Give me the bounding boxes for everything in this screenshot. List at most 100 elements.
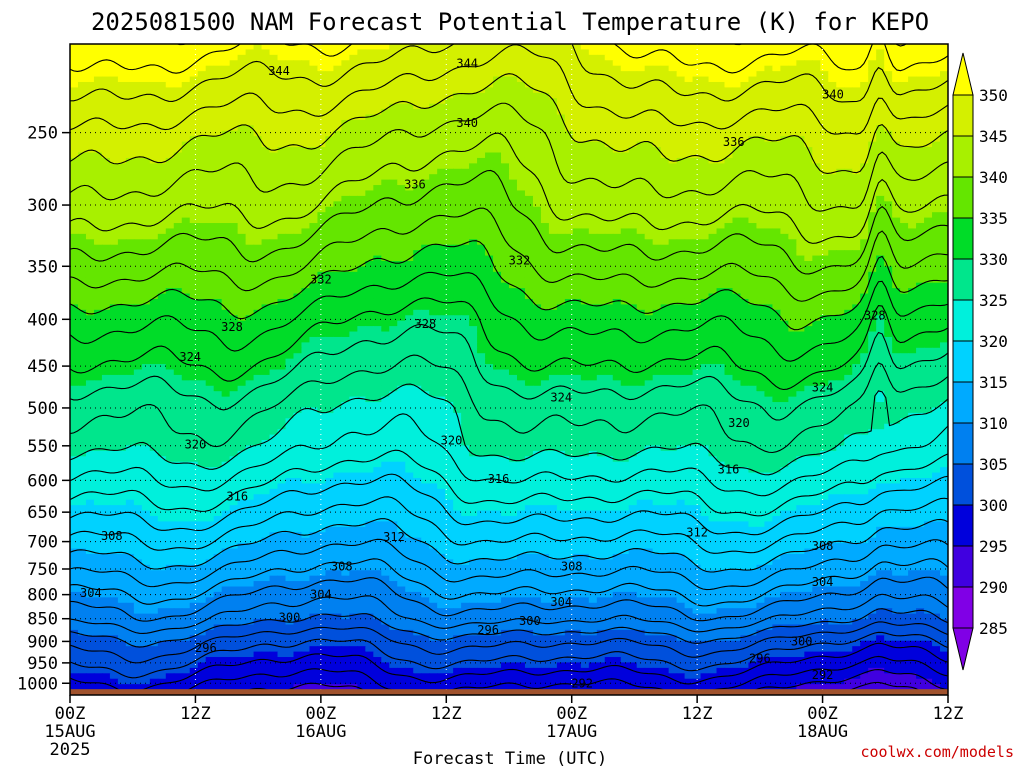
- fill-cell: [876, 76, 885, 83]
- fill-cell: [181, 266, 191, 273]
- fill-cell: [732, 136, 742, 143]
- fill-cell: [485, 255, 494, 262]
- fill-cell: [381, 282, 390, 289]
- fill-cell: [253, 81, 263, 88]
- fill-cell: [916, 168, 925, 175]
- fill-cell: [740, 185, 750, 192]
- fill-cell: [117, 255, 127, 262]
- fill-cell: [548, 141, 558, 148]
- fill-cell: [373, 190, 382, 197]
- fill-cell: [924, 157, 933, 164]
- fill-cell: [261, 147, 271, 154]
- fill-cell: [125, 81, 135, 88]
- fill-cell: [916, 255, 925, 262]
- fill-cell: [604, 71, 614, 78]
- fill-cell: [453, 71, 462, 78]
- fill-cell: [317, 277, 327, 284]
- fill-cell: [660, 190, 670, 197]
- fill-cell: [157, 195, 167, 202]
- fill-cell: [860, 44, 869, 51]
- fill-cell: [940, 92, 948, 99]
- fill-cell: [197, 71, 207, 78]
- fill-cell: [836, 271, 845, 278]
- fill-cell: [325, 163, 334, 170]
- fill-cell: [277, 212, 287, 219]
- fill-cell: [373, 65, 382, 72]
- fill-cell: [644, 168, 654, 175]
- fill-cell: [612, 168, 622, 175]
- fill-cell: [77, 109, 87, 116]
- fill-cell: [588, 261, 598, 268]
- fill-cell: [125, 174, 135, 181]
- fill-cell: [357, 288, 366, 295]
- fill-cell: [804, 49, 813, 56]
- fill-cell: [285, 217, 295, 224]
- fill-cell: [141, 119, 151, 126]
- fill-cell: [413, 60, 422, 67]
- fill-cell: [293, 136, 303, 143]
- fill-cell: [924, 239, 933, 246]
- fill-cell: [269, 201, 279, 208]
- fill-cell: [93, 282, 103, 289]
- fill-cell: [157, 76, 167, 83]
- fill-cell: [197, 130, 207, 137]
- fill-cell: [924, 49, 933, 56]
- fill-cell: [317, 228, 327, 235]
- fill-cell: [245, 157, 255, 164]
- fill-cell: [381, 174, 390, 181]
- fill-cell: [852, 266, 861, 273]
- fill-cell: [501, 223, 510, 230]
- fill-cell: [700, 195, 710, 202]
- fill-cell: [237, 223, 247, 230]
- fill-cell: [668, 98, 678, 105]
- fill-cell: [932, 168, 941, 175]
- fill-cell: [373, 228, 382, 235]
- fill-cell: [237, 190, 247, 197]
- fill-cell: [389, 92, 398, 99]
- fill-cell: [900, 271, 909, 278]
- fill-cell: [820, 277, 829, 284]
- fill-cell: [868, 233, 877, 240]
- fill-cell: [341, 125, 350, 132]
- fill-cell: [453, 141, 462, 148]
- fill-cell: [916, 76, 925, 83]
- fill-cell: [788, 206, 797, 213]
- fill-cell: [469, 228, 478, 235]
- fill-cell: [301, 217, 311, 224]
- fill-cell: [77, 179, 87, 186]
- fill-cell: [221, 81, 231, 88]
- fill-cell: [109, 244, 119, 251]
- fill-cell: [437, 261, 446, 268]
- fill-cell: [413, 223, 422, 230]
- fill-cell: [93, 87, 103, 94]
- fill-cell: [261, 174, 271, 181]
- fill-cell: [732, 206, 742, 213]
- fill-cell: [253, 49, 263, 56]
- fill-cell: [884, 114, 893, 121]
- fill-cell: [421, 157, 430, 164]
- fill-cell: [117, 185, 127, 192]
- fill-cell: [485, 54, 494, 61]
- fill-cell: [501, 76, 510, 83]
- fill-cell: [604, 282, 614, 289]
- fill-cell: [429, 114, 438, 121]
- fill-cell: [365, 49, 374, 56]
- fill-cell: [253, 119, 263, 126]
- fill-cell: [924, 119, 933, 126]
- fill-cell: [125, 136, 135, 143]
- fill-cell: [908, 179, 917, 186]
- fill-cell: [812, 190, 821, 197]
- fill-cell: [812, 136, 821, 143]
- fill-cell: [93, 266, 103, 273]
- fill-cell: [900, 60, 909, 67]
- fill-cell: [245, 185, 255, 192]
- fill-cell: [197, 277, 207, 284]
- fill-cell: [684, 195, 694, 202]
- fill-cell: [844, 185, 853, 192]
- fill-cell: [908, 119, 917, 126]
- fill-cell: [580, 185, 590, 192]
- fill-cell: [501, 195, 510, 202]
- fill-cell: [293, 288, 303, 295]
- fill-cell: [317, 147, 327, 154]
- fill-cell: [612, 92, 622, 99]
